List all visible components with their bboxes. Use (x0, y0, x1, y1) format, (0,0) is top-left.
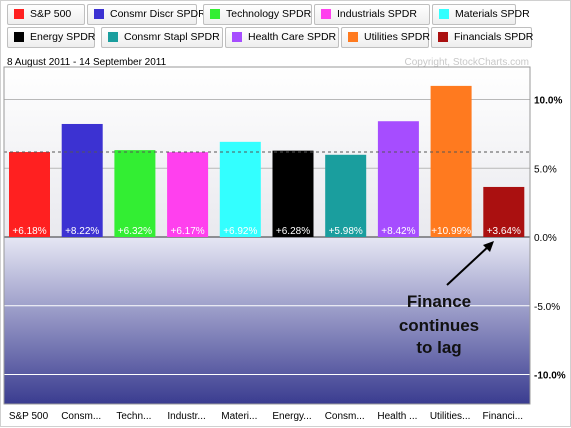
bar (430, 85, 472, 237)
legend-item[interactable]: Consmr Stapl SPDR (101, 27, 223, 48)
bar (483, 186, 525, 237)
legend-item[interactable]: Consmr Discr SPDR (87, 4, 206, 25)
legend-item[interactable]: Industrials SPDR (314, 4, 430, 25)
category-label: Consm... (325, 411, 365, 422)
annotation-text: continues (399, 316, 479, 335)
legend-item[interactable]: Utilities SPDR (341, 27, 430, 48)
y-tick-label: 10.0% (534, 96, 562, 107)
legend-item[interactable]: S&P 500 (7, 4, 85, 25)
category-label: Materi... (221, 411, 257, 422)
category-label: Consm... (61, 411, 101, 422)
negative-region (4, 237, 530, 404)
data-label: +6.18% (12, 226, 46, 237)
annotation-text: to lag (416, 338, 461, 357)
legend-swatch (210, 9, 220, 19)
legend-item[interactable]: Health Care SPDR (225, 27, 339, 48)
category-label: S&P 500 (9, 411, 49, 422)
data-label: +6.92% (223, 226, 257, 237)
legend-label: Financials SPDR (454, 31, 534, 43)
category-label: Financi... (483, 411, 524, 422)
data-label: +8.22% (65, 226, 99, 237)
bar (219, 141, 261, 237)
copyright-notice: Copyright, StockCharts.com (404, 57, 530, 68)
legend-label: Consmr Stapl SPDR (124, 31, 220, 43)
y-tick-label: -10.0% (534, 371, 566, 382)
legend-label: Energy SPDR (30, 31, 96, 43)
bar (325, 154, 367, 237)
y-tick-label: 5.0% (534, 164, 557, 175)
bar (272, 150, 314, 237)
bar (9, 152, 50, 237)
plot-border (3, 66, 531, 405)
date-range: 8 August 2011 - 14 September 2011 (7, 57, 167, 68)
data-label: +5.98% (329, 226, 363, 237)
category-label: Industr... (167, 411, 205, 422)
bar (377, 121, 419, 237)
legend-swatch (438, 32, 448, 42)
legend-swatch (348, 32, 358, 42)
legend-swatch (321, 9, 331, 19)
legend-swatch (94, 9, 104, 19)
legend-label: Industrials SPDR (337, 8, 417, 20)
legend-swatch (439, 9, 449, 19)
legend-item[interactable]: Materials SPDR (432, 4, 530, 25)
category-label: Techn... (116, 411, 151, 422)
y-tick-label: -5.0% (534, 302, 560, 313)
legend-label: Health Care SPDR (248, 31, 337, 43)
data-label: +3.64% (487, 226, 521, 237)
legend-swatch (14, 9, 24, 19)
data-label: +6.28% (276, 226, 310, 237)
legend-label: Materials SPDR (455, 8, 530, 20)
legend-swatch (232, 32, 242, 42)
bar (167, 152, 209, 237)
legend-label: Utilities SPDR (364, 31, 430, 43)
legend-swatch (108, 32, 118, 42)
bar (114, 150, 156, 237)
y-tick-label: 0.0% (534, 233, 557, 244)
annotation-arrowhead (483, 241, 494, 252)
category-label: Health ... (377, 411, 417, 422)
data-label: +8.42% (381, 226, 415, 237)
annotation-arrow (446, 244, 491, 286)
data-label: +10.99% (431, 226, 471, 237)
data-label: +6.17% (170, 226, 204, 237)
legend-swatch (14, 32, 24, 42)
category-label: Utilities... (430, 411, 471, 422)
data-label: +6.32% (118, 226, 152, 237)
legend-item[interactable]: Technology SPDR (203, 4, 312, 25)
legend-item[interactable]: Financials SPDR (431, 27, 534, 48)
annotation-text: Finance (407, 292, 471, 311)
bar (61, 123, 103, 237)
legend-label: S&P 500 (30, 8, 72, 20)
legend-label: Technology SPDR (226, 8, 312, 20)
category-label: Energy... (272, 411, 311, 422)
legend-label: Consmr Discr SPDR (110, 8, 206, 20)
legend-item[interactable]: Energy SPDR (7, 27, 95, 48)
